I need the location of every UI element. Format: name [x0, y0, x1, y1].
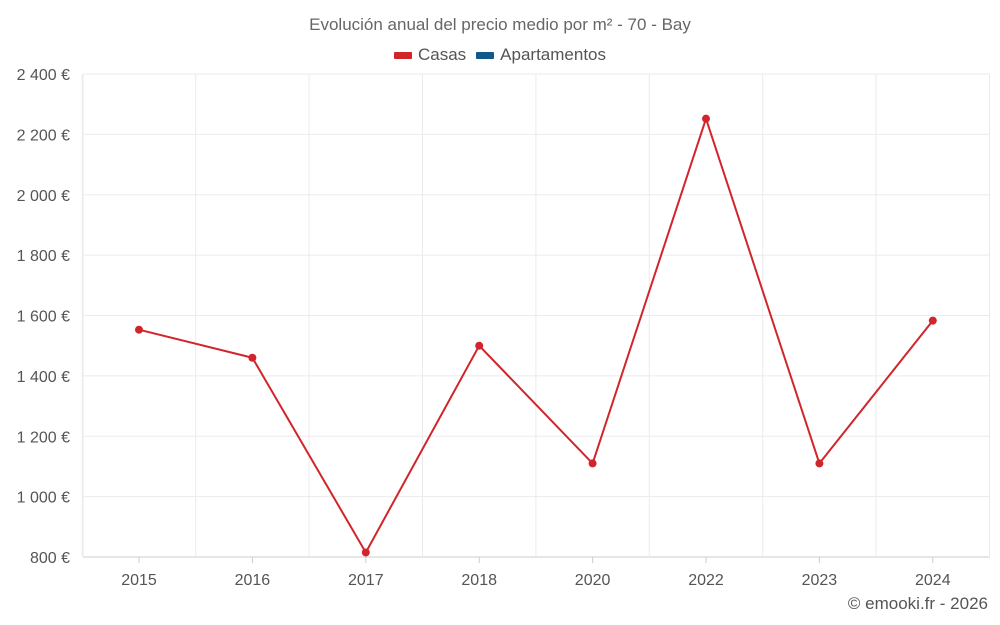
y-tick-label: 800 €: [30, 550, 70, 567]
legend-item-apartamentos[interactable]: Apartamentos: [476, 45, 606, 65]
x-tick-label: 2015: [121, 572, 157, 589]
legend-label-apartamentos: Apartamentos: [500, 45, 607, 64]
y-tick-label: 1 200 €: [17, 429, 70, 446]
series-line-casas: [138, 117, 934, 554]
legend-label-casas: Casas: [417, 45, 467, 64]
data-point-casas: [248, 353, 257, 362]
y-tick-label: 1 000 €: [17, 490, 70, 507]
x-tick-label: 2016: [235, 572, 271, 589]
y-tick-label: 1 800 €: [17, 248, 70, 265]
y-tick-label: 2 000 €: [17, 188, 70, 205]
x-tick-label: 2023: [802, 572, 838, 589]
data-point-casas: [702, 114, 710, 123]
data-point-casas: [475, 341, 484, 350]
legend-item-casas[interactable]: Casas: [393, 45, 467, 65]
chart-legend: Casas Apartamentos: [0, 45, 1000, 65]
x-tick-label: 2022: [688, 572, 724, 589]
chart-title: Evolución anual del precio medio por m² …: [309, 15, 691, 34]
data-point-casas: [361, 548, 370, 557]
data-point-casas: [588, 459, 597, 468]
x-tick-label: 2024: [915, 572, 951, 589]
y-tick-label: 2 200 €: [17, 127, 70, 144]
legend-swatch-apartamentos: [476, 51, 495, 59]
x-tick-label: 2020: [575, 572, 611, 589]
data-point-casas: [815, 459, 824, 468]
copyright-credit: © emooki.fr - 2026: [847, 594, 988, 613]
data-point-casas: [928, 316, 937, 325]
x-tick-label: 2017: [348, 572, 384, 589]
y-tick-label: 1 600 €: [17, 309, 70, 326]
legend-swatch-casas: [393, 51, 412, 59]
data-point-casas: [135, 325, 143, 334]
y-tick-label: 1 400 €: [17, 369, 70, 386]
x-tick-label: 2018: [461, 572, 497, 589]
y-tick-label: 2 400 €: [17, 67, 70, 84]
